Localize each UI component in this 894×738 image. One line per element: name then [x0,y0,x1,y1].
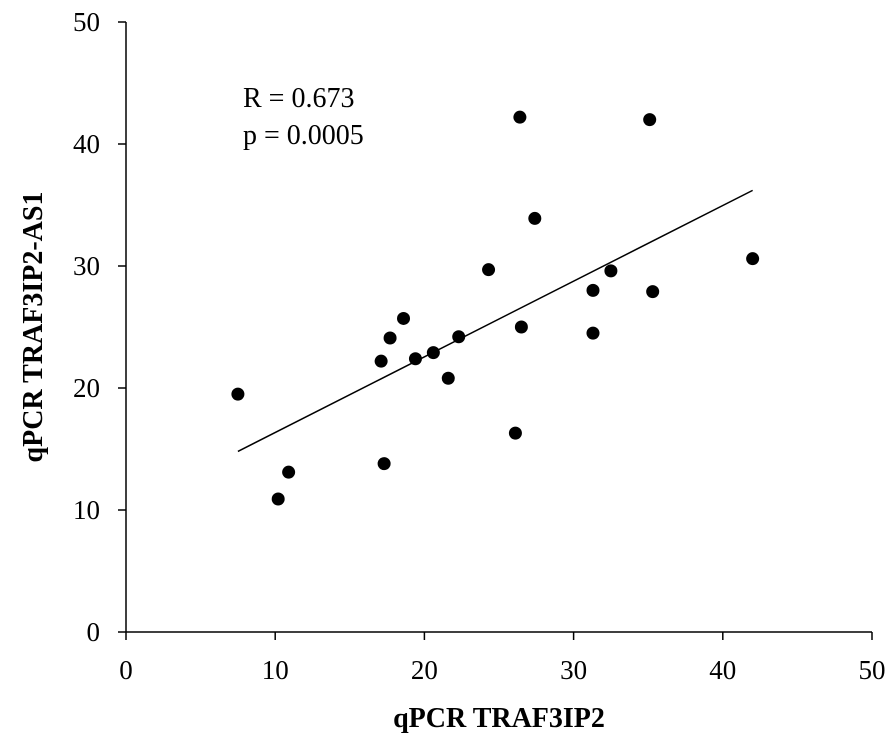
y-tick-label: 10 [73,495,100,525]
y-tick-label: 0 [87,617,101,647]
data-point [514,320,528,334]
x-tick-label: 20 [411,655,438,685]
data-point [586,326,600,340]
data-point [231,387,245,401]
ticks: 0 10 20 30 40 50 0 10 20 30 40 50 [73,7,886,685]
data-point [643,113,657,127]
data-point [271,492,285,506]
data-points [231,110,760,506]
x-axis-title: qPCR TRAF3IP2 [393,703,605,734]
data-point [397,311,411,325]
data-point [426,346,440,360]
x-tick-label: 30 [560,655,587,685]
data-point [374,354,388,368]
y-tick-label: 40 [73,129,100,159]
annotations: R = 0.673 p = 0.0005 [243,83,364,151]
x-tick-label: 40 [709,655,736,685]
data-point [377,457,391,471]
annotation-p-value: p = 0.0005 [243,120,364,151]
data-point [282,465,296,479]
data-point [508,426,522,440]
axes [125,22,872,633]
annotation-r-value: R = 0.673 [243,83,354,114]
data-point [513,110,527,124]
y-tick-label: 30 [73,251,100,281]
data-point [604,264,618,278]
data-point [482,263,496,277]
data-point [746,252,760,266]
data-point [383,331,397,345]
data-point [441,371,455,385]
data-point [646,285,660,299]
data-point [452,330,466,344]
data-point [528,211,542,225]
x-tick-label: 10 [262,655,289,685]
y-tick-label: 50 [73,7,100,37]
data-point [586,283,600,297]
trendline-group [237,189,753,453]
trendline [237,189,753,453]
x-tick-label: 0 [119,655,133,685]
data-point [408,352,422,366]
y-axis-title: qPCR TRAF3IP2-AS1 [18,192,49,463]
y-tick-label: 20 [73,373,100,403]
x-tick-label: 50 [859,655,886,685]
